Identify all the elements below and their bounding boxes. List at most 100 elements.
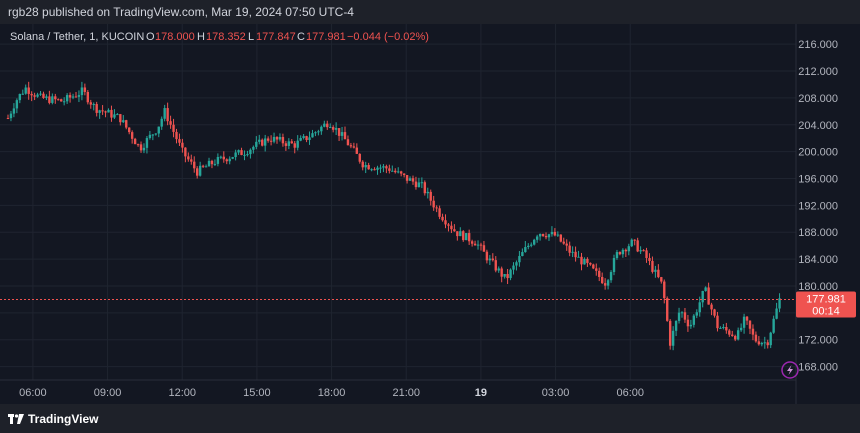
candle-body	[379, 167, 382, 169]
candlesticks	[6, 81, 781, 351]
candle-body	[538, 234, 542, 237]
legend-low-label: L	[248, 31, 254, 43]
price-chart[interactable]: 216.000 212.000 208.000 204.000 200.000 196.0…	[0, 24, 860, 404]
candle-body	[125, 120, 128, 128]
candle-body	[33, 95, 36, 97]
candle-body	[27, 87, 30, 94]
candle-body	[190, 159, 193, 162]
candle-body	[745, 316, 749, 321]
candle-body	[677, 312, 681, 321]
candle-body	[346, 139, 350, 146]
candle-body	[104, 111, 107, 113]
candle-body	[370, 169, 373, 171]
candle-body	[293, 143, 296, 148]
candle-body	[405, 175, 409, 181]
y-tick-label: 180.000	[798, 281, 838, 293]
candle-body	[695, 312, 698, 316]
candle-body	[553, 231, 557, 236]
price-axis-background	[796, 24, 860, 404]
candle-body	[648, 258, 651, 261]
candle-body	[9, 113, 13, 119]
candle-body	[302, 136, 305, 139]
candle-body	[456, 231, 459, 237]
candle-body	[98, 110, 101, 113]
price-tag-countdown: 00:14	[812, 306, 840, 318]
candle-body	[391, 170, 394, 172]
candle-body	[388, 168, 391, 171]
candle-body	[701, 290, 704, 303]
candle-body	[142, 147, 146, 151]
candle-body	[624, 249, 628, 252]
candle-body	[36, 94, 39, 97]
candle-body	[210, 160, 214, 165]
candle-body	[337, 128, 341, 136]
candle-body	[157, 126, 160, 134]
candle-body	[609, 272, 613, 281]
candle-body	[725, 326, 728, 331]
candle-body	[240, 150, 243, 156]
candle-body	[748, 320, 752, 329]
candle-body	[399, 171, 403, 174]
candle-body	[382, 166, 385, 168]
candle-body	[432, 200, 435, 208]
candle-body	[414, 181, 418, 188]
x-tick-label: 21:00	[392, 387, 420, 399]
candle-body	[130, 132, 134, 139]
candle-body	[742, 316, 746, 328]
candle-body	[606, 280, 610, 286]
candle-body	[246, 154, 249, 156]
candle-body	[275, 136, 279, 140]
lightning-icon[interactable]	[781, 361, 799, 379]
time-axis-labels: 06:00 09:00 12:00 15:00 18:00 21:00 19 03:00 06:…	[19, 387, 644, 399]
candle-body	[734, 335, 737, 340]
candle-body	[530, 244, 533, 246]
candle-body	[231, 157, 234, 159]
candle-body	[48, 96, 51, 103]
candle-body	[683, 312, 687, 320]
legend-change: −0.044 (−0.02%)	[347, 31, 429, 43]
candle-body	[541, 234, 545, 236]
candle-body	[476, 244, 480, 246]
candle-body	[423, 182, 427, 194]
y-tick-label: 208.000	[798, 93, 838, 105]
candle-body	[361, 161, 364, 168]
candle-body	[760, 342, 764, 345]
vertical-gridlines	[32, 24, 631, 380]
candle-body	[722, 326, 725, 328]
candle-body	[148, 134, 152, 139]
candle-body	[80, 87, 84, 96]
candle-body	[704, 287, 707, 291]
candle-body	[459, 231, 462, 237]
candle-body	[518, 256, 521, 263]
candle-body	[506, 273, 509, 279]
candle-body	[166, 108, 169, 122]
candle-body	[317, 131, 320, 133]
candle-body	[598, 270, 601, 277]
tradingview-wordmark: TradingView	[28, 412, 99, 426]
candle-body	[488, 258, 492, 261]
candle-body	[92, 104, 95, 106]
candle-body	[228, 158, 231, 162]
candle-body	[763, 342, 766, 344]
candle-body	[636, 240, 639, 252]
candle-body	[603, 283, 607, 286]
candle-body	[60, 99, 63, 102]
y-tick-label: 172.000	[798, 335, 838, 347]
candle-body	[462, 231, 465, 241]
candle-body	[671, 330, 675, 346]
candle-body	[71, 96, 75, 98]
candle-body	[651, 260, 654, 272]
candle-body	[663, 281, 666, 299]
candle-body	[364, 165, 367, 168]
candle-body	[290, 141, 293, 144]
chart-area[interactable]: 216.000 212.000 208.000 204.000 200.000 196.0…	[0, 24, 860, 404]
candle-body	[686, 319, 690, 327]
candle-body	[595, 268, 598, 271]
candle-body	[39, 93, 42, 95]
tradingview-logo[interactable]: TradingView	[8, 412, 98, 426]
candle-body	[547, 234, 551, 238]
horizontal-gridlines	[0, 43, 796, 368]
candle-body	[24, 87, 27, 94]
candle-body	[237, 150, 240, 153]
candle-body	[278, 137, 282, 140]
